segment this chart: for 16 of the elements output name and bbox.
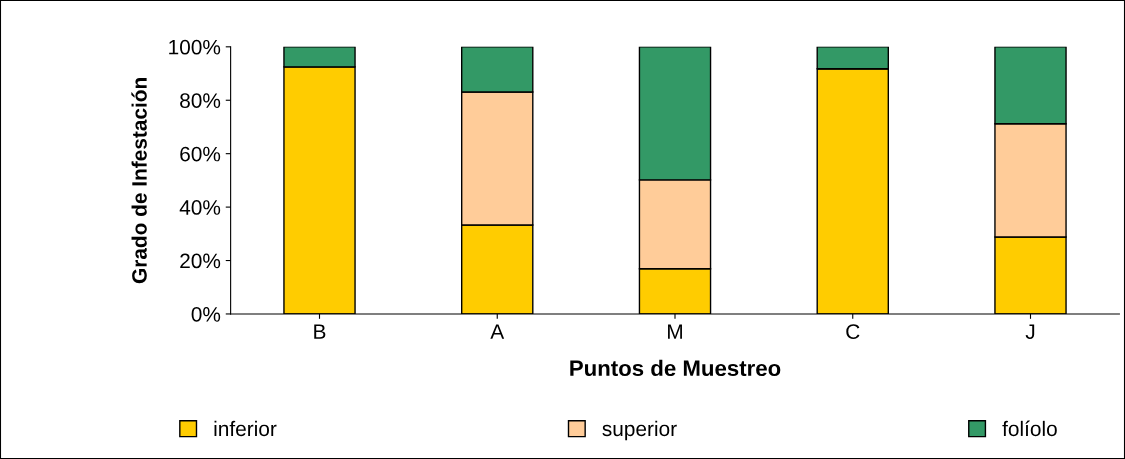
y-tick-label: 100% — [169, 39, 221, 55]
y-axis-title: Grado de Infestación — [131, 78, 147, 284]
y-tick-label: 0% — [191, 306, 221, 322]
legend-label: inferior — [214, 420, 277, 437]
legend-label: superior — [602, 420, 677, 441]
y-tick-label: 40% — [179, 200, 221, 215]
x-tick-label: C — [846, 324, 860, 339]
x-tick-label: J — [1025, 324, 1035, 339]
x-tick-label: M — [668, 324, 682, 339]
legend-label: folíolo — [1002, 420, 1057, 437]
x-tick-label: A — [490, 324, 505, 339]
y-tick-label: 20% — [180, 253, 221, 269]
y-tick-label: 60% — [180, 146, 221, 162]
y-tick-label: 80% — [180, 93, 221, 108]
x-tick-label: B — [314, 324, 326, 339]
x-axis-title: Puntos de Muestreo — [570, 359, 781, 377]
